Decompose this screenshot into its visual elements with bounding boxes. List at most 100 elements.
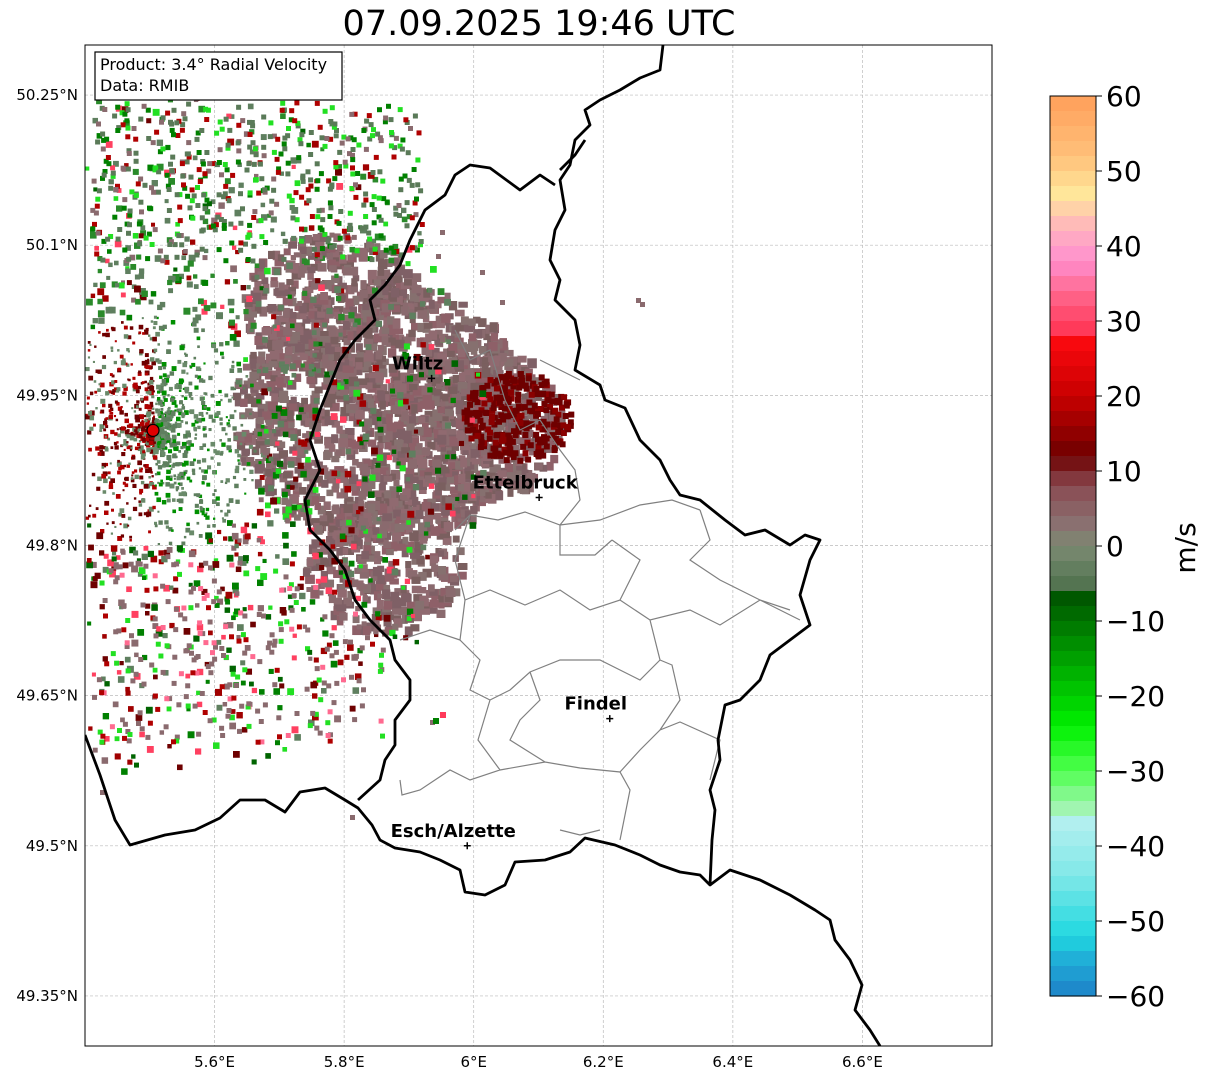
radar-pixel [229, 665, 236, 673]
radar-pixel [232, 225, 238, 231]
radar-pixel [338, 570, 344, 575]
radar-pixel [317, 232, 328, 242]
radar-pixel [148, 506, 154, 512]
radar-pixel [154, 491, 159, 496]
radar-pixel [529, 415, 538, 425]
radar-pixel [330, 402, 340, 412]
radar-pixel [254, 274, 260, 280]
radar-pixel [322, 322, 327, 328]
radar-pixel [420, 608, 430, 615]
radar-pixel [507, 412, 514, 419]
radar-pixel [481, 368, 490, 378]
radar-pixel [184, 236, 190, 242]
radar-pixel [377, 575, 387, 585]
radar-pixel [412, 484, 420, 491]
radar-pixel [117, 459, 120, 463]
radar-pixel [314, 502, 322, 511]
radar-pixel [116, 428, 119, 431]
radar-pixel [287, 688, 295, 696]
radar-pixel [394, 296, 403, 306]
radar-pixel [99, 411, 102, 414]
radar-pixel [108, 403, 113, 408]
radar-pixel [110, 346, 114, 350]
radar-pixel [351, 283, 358, 293]
radar-pixel [323, 501, 331, 511]
radar-pixel [164, 381, 168, 386]
radar-pixel [97, 256, 103, 262]
radar-pixel [338, 438, 349, 448]
radar-pixel [278, 450, 289, 459]
radar-pixel [112, 392, 115, 395]
radar-pixel [272, 370, 281, 379]
radar-pixel [177, 473, 182, 478]
radar-pixel [127, 759, 133, 765]
radar-pixel [250, 351, 257, 359]
radar-pixel [423, 515, 433, 525]
radar-pixel [534, 406, 541, 413]
radar-pixel [454, 486, 461, 494]
radar-pixel [313, 657, 319, 663]
radar-pixel [140, 455, 145, 460]
radar-pixel [378, 362, 386, 369]
radar-pixel [166, 469, 171, 475]
radar-pixel [160, 408, 164, 411]
radar-pixel [102, 107, 108, 112]
radar-pixel [435, 368, 442, 375]
radar-pixel [319, 306, 327, 316]
radar-pixel [201, 299, 208, 306]
radar-pixel [125, 268, 131, 275]
radar-pixel [225, 591, 233, 599]
radar-pixel [118, 282, 125, 289]
radar-pixel [122, 562, 129, 569]
radar-pixel [133, 136, 139, 142]
radar-pixel [386, 470, 391, 475]
radar-pixel [185, 421, 188, 425]
radar-pixel [259, 234, 265, 240]
radar-pixel [169, 585, 174, 590]
radar-pixel [102, 656, 108, 662]
radar-pixel [92, 360, 96, 364]
radar-pixel [277, 460, 284, 467]
radar-pixel [145, 437, 149, 441]
radar-pixel [470, 506, 478, 514]
radar-pixel [378, 281, 387, 291]
radar-pixel [164, 446, 168, 450]
radar-pixel [152, 667, 158, 673]
radar-pixel [376, 369, 386, 376]
radar-pixel [129, 546, 136, 554]
radar-pixel [284, 358, 291, 367]
radar-pixel [98, 317, 105, 324]
radar-pixel [110, 349, 114, 352]
radar-pixel [204, 248, 209, 254]
radar-pixel [358, 506, 364, 512]
radar-pixel [448, 301, 458, 311]
radar-pixel [457, 342, 468, 352]
radar-pixel [240, 386, 247, 395]
radar-pixel [208, 414, 213, 419]
radar-pixel [455, 496, 460, 502]
radar-pixel [161, 500, 167, 505]
radar-pixel [397, 434, 407, 443]
radar-pixel [355, 606, 361, 612]
radar-pixel [134, 652, 139, 658]
radar-pixel [240, 414, 245, 419]
radar-pixel [138, 434, 143, 439]
radar-pixel [85, 367, 90, 372]
radar-pixel [486, 435, 493, 442]
radar-pixel [237, 624, 244, 631]
radar-pixel [567, 419, 574, 426]
radar-pixel [120, 360, 126, 366]
radar-pixel [319, 295, 329, 305]
radar-pixel [525, 456, 532, 463]
radar-pixel [121, 452, 126, 457]
radar-pixel [138, 567, 146, 574]
radar-pixel [126, 502, 129, 505]
radar-pixel [418, 372, 424, 378]
radar-pixel [170, 411, 176, 417]
radar-pixel [502, 347, 509, 355]
radar-pixel [147, 164, 154, 171]
radar-pixel [156, 471, 161, 476]
radar-pixel [541, 401, 548, 407]
radar-pixel [265, 469, 272, 477]
radar-pixel [464, 418, 471, 425]
